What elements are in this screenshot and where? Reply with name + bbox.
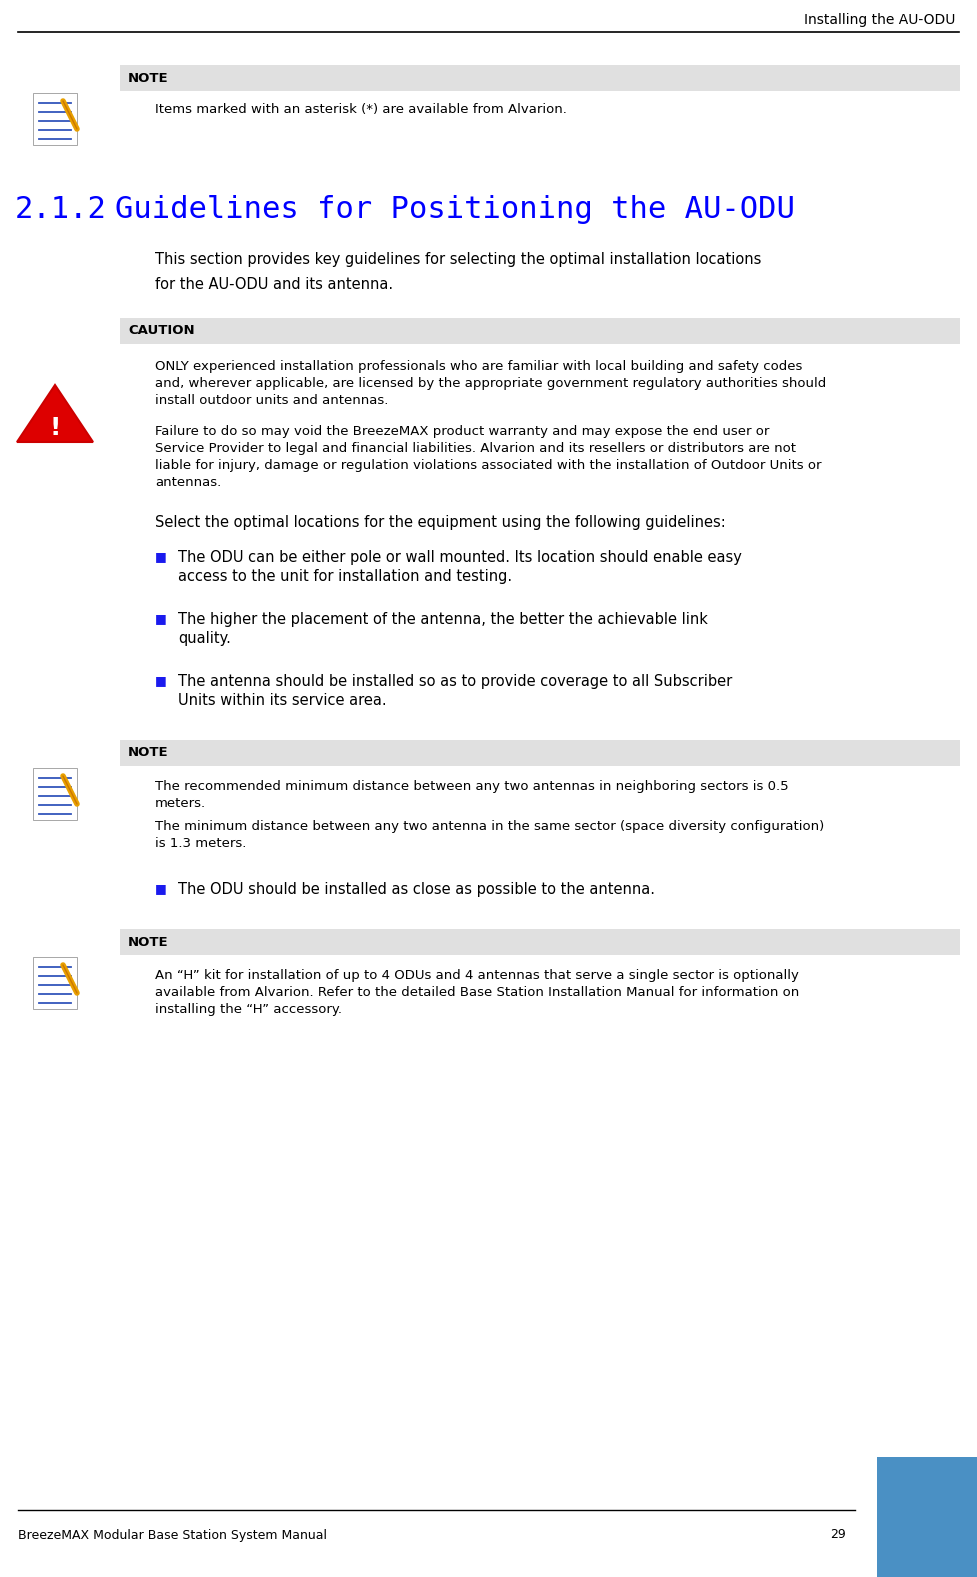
Text: Installing the AU-ODU: Installing the AU-ODU [804, 13, 955, 27]
Text: The recommended minimum distance between any two antennas in neighboring sectors: The recommended minimum distance between… [155, 781, 788, 793]
Text: 29: 29 [830, 1528, 846, 1541]
FancyBboxPatch shape [120, 929, 960, 956]
Text: NOTE: NOTE [128, 746, 169, 760]
Text: ONLY experienced installation professionals who are familiar with local building: ONLY experienced installation profession… [155, 360, 802, 374]
Text: !: ! [49, 416, 61, 440]
Text: ■: ■ [155, 673, 167, 688]
Text: ■: ■ [155, 882, 167, 896]
Text: Items marked with an asterisk (*) are available from Alvarion.: Items marked with an asterisk (*) are av… [155, 103, 567, 115]
Text: quality.: quality. [178, 631, 231, 647]
FancyBboxPatch shape [877, 1457, 977, 1577]
Text: ■: ■ [155, 612, 167, 624]
Text: NOTE: NOTE [128, 71, 169, 85]
FancyBboxPatch shape [120, 65, 960, 91]
Text: Guidelines for Positioning the AU-ODU: Guidelines for Positioning the AU-ODU [115, 196, 795, 224]
FancyBboxPatch shape [33, 93, 77, 145]
Text: antennas.: antennas. [155, 476, 221, 489]
Text: is 1.3 meters.: is 1.3 meters. [155, 837, 246, 850]
Text: The antenna should be installed so as to provide coverage to all Subscriber: The antenna should be installed so as to… [178, 673, 732, 689]
FancyBboxPatch shape [33, 768, 77, 820]
Text: meters.: meters. [155, 796, 206, 811]
Text: for the AU-ODU and its antenna.: for the AU-ODU and its antenna. [155, 278, 393, 292]
Text: Service Provider to legal and financial liabilities. Alvarion and its resellers : Service Provider to legal and financial … [155, 442, 796, 456]
Text: access to the unit for installation and testing.: access to the unit for installation and … [178, 569, 512, 583]
Text: Failure to do so may void the BreezeMAX product warranty and may expose the end : Failure to do so may void the BreezeMAX … [155, 424, 769, 438]
Polygon shape [17, 385, 93, 442]
Text: NOTE: NOTE [128, 935, 169, 948]
Text: and, wherever applicable, are licensed by the appropriate government regulatory : and, wherever applicable, are licensed b… [155, 377, 827, 390]
Text: An “H” kit for installation of up to 4 ODUs and 4 antennas that serve a single s: An “H” kit for installation of up to 4 O… [155, 968, 799, 982]
Text: Select the optimal locations for the equipment using the following guidelines:: Select the optimal locations for the equ… [155, 516, 726, 530]
Text: installing the “H” accessory.: installing the “H” accessory. [155, 1003, 342, 1016]
Text: Units within its service area.: Units within its service area. [178, 692, 387, 708]
Text: 2.1.2: 2.1.2 [15, 196, 106, 224]
Text: CAUTION: CAUTION [128, 325, 194, 337]
Text: The higher the placement of the antenna, the better the achievable link: The higher the placement of the antenna,… [178, 612, 708, 628]
Text: The ODU can be either pole or wall mounted. Its location should enable easy: The ODU can be either pole or wall mount… [178, 550, 742, 565]
FancyBboxPatch shape [120, 740, 960, 766]
Text: The ODU should be installed as close as possible to the antenna.: The ODU should be installed as close as … [178, 882, 655, 897]
Text: The minimum distance between any two antenna in the same sector (space diversity: The minimum distance between any two ant… [155, 820, 825, 833]
Text: This section provides key guidelines for selecting the optimal installation loca: This section provides key guidelines for… [155, 252, 761, 267]
Text: liable for injury, damage or regulation violations associated with the installat: liable for injury, damage or regulation … [155, 459, 822, 472]
FancyBboxPatch shape [120, 319, 960, 344]
Text: install outdoor units and antennas.: install outdoor units and antennas. [155, 394, 389, 407]
Text: ■: ■ [155, 550, 167, 563]
FancyBboxPatch shape [33, 957, 77, 1009]
Text: BreezeMAX Modular Base Station System Manual: BreezeMAX Modular Base Station System Ma… [18, 1528, 327, 1541]
Text: available from Alvarion. Refer to the detailed Base Station Installation Manual : available from Alvarion. Refer to the de… [155, 986, 799, 998]
